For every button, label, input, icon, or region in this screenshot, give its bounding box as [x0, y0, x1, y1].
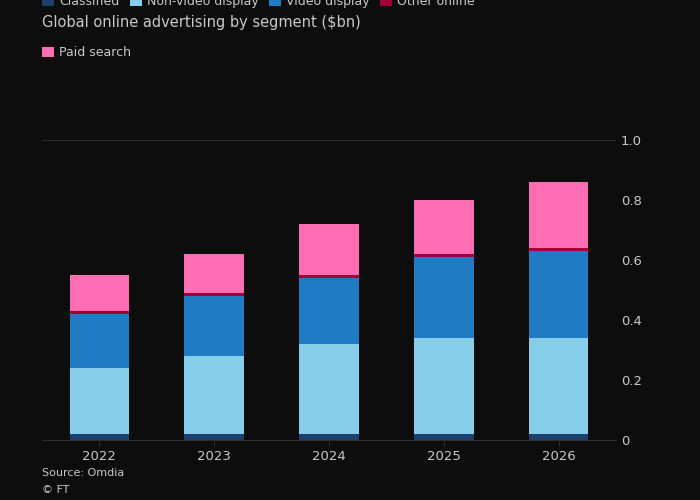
Bar [299, 275, 359, 278]
Bar [414, 434, 474, 440]
Bar [69, 368, 130, 434]
Bar [299, 434, 359, 440]
Bar [184, 296, 244, 356]
Bar [299, 344, 359, 434]
Bar [299, 278, 359, 344]
Bar [528, 182, 589, 248]
Bar [69, 434, 130, 440]
Bar [184, 434, 244, 440]
Bar [528, 338, 589, 434]
Text: Source: Omdia: Source: Omdia [42, 468, 125, 477]
Bar [299, 224, 359, 275]
Bar [414, 200, 474, 254]
Text: © FT: © FT [42, 485, 69, 495]
Bar [414, 257, 474, 338]
Bar [184, 293, 244, 296]
Bar [528, 434, 589, 440]
Bar [528, 248, 589, 251]
Bar [414, 338, 474, 434]
Text: Global online advertising by segment ($bn): Global online advertising by segment ($b… [42, 15, 360, 30]
Bar [528, 251, 589, 338]
Bar [414, 254, 474, 257]
Bar [184, 254, 244, 293]
Bar [69, 275, 130, 311]
Bar [69, 311, 130, 314]
Bar [184, 356, 244, 434]
Bar [69, 314, 130, 368]
Legend: Paid search: Paid search [37, 42, 136, 64]
